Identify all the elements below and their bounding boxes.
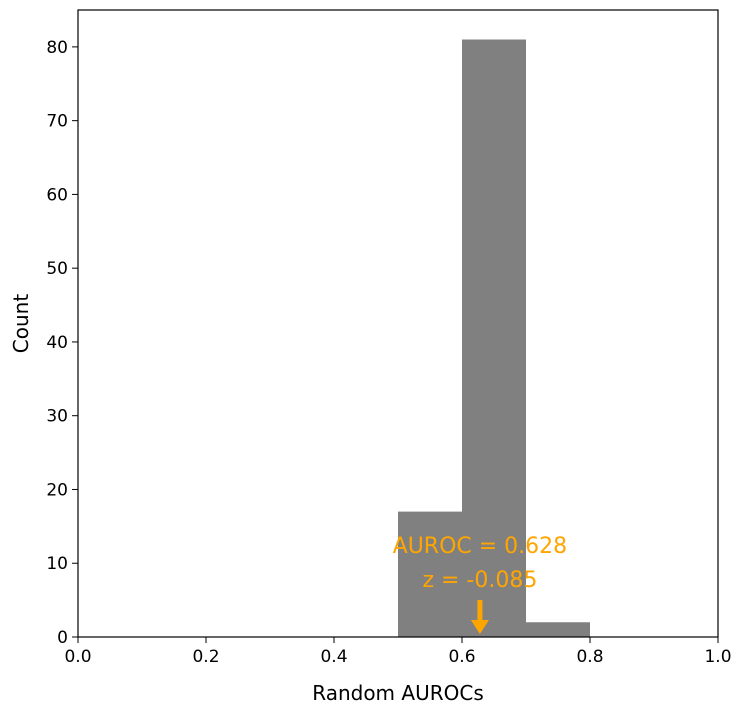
y-tick-label: 0 xyxy=(57,628,68,648)
y-axis-ticks: 0 10 20 30 40 50 60 70 80 xyxy=(46,38,78,648)
x-tick-label: 1.0 xyxy=(704,647,731,667)
x-tick-label: 0.4 xyxy=(320,647,347,667)
x-tick-label: 0.8 xyxy=(576,647,603,667)
y-tick-label: 10 xyxy=(46,554,68,574)
plot-frame xyxy=(77,9,719,638)
x-tick-label: 0.2 xyxy=(192,647,219,667)
x-tick-label: 0.6 xyxy=(448,647,475,667)
histogram-bar xyxy=(526,622,590,637)
y-tick-label: 30 xyxy=(46,407,68,427)
x-tick-label: 0.0 xyxy=(64,647,91,667)
annotation-auroc: AUROC = 0.628 xyxy=(393,534,568,559)
annotation-z: z = -0.085 xyxy=(422,568,537,593)
histogram-bar xyxy=(462,39,526,638)
y-tick-label: 60 xyxy=(46,185,68,205)
annotation-arrow xyxy=(470,600,489,634)
y-tick-label: 20 xyxy=(46,480,68,500)
histogram-bar xyxy=(398,511,462,637)
y-axis-label: Count xyxy=(9,294,33,354)
x-axis-ticks: 0.0 0.2 0.4 0.6 0.8 1.0 xyxy=(64,637,732,667)
y-tick-label: 80 xyxy=(46,38,68,58)
bars-group xyxy=(398,39,590,638)
x-axis-label: Random AUROCs xyxy=(312,681,484,705)
y-tick-label: 70 xyxy=(46,112,68,132)
y-tick-label: 40 xyxy=(46,333,68,353)
y-tick-label: 50 xyxy=(46,259,68,279)
